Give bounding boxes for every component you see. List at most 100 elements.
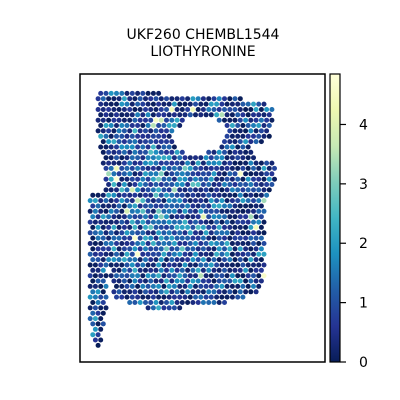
expression-spot [211,278,217,284]
expression-spot [153,192,159,198]
expression-spot [177,251,183,257]
expression-spot [150,283,156,289]
expression-spot [206,267,212,273]
expression-spot [129,155,135,161]
expression-spot [208,273,214,279]
expression-spot [132,107,138,112]
expression-spot [129,90,135,96]
expression-spot [182,230,188,236]
expression-spot [243,192,249,198]
expression-spot [229,241,235,246]
expression-spot [187,230,193,236]
expression-spot [248,171,254,177]
expression-spot [235,101,241,107]
expression-spot [174,117,180,123]
expression-spot [179,278,185,284]
expression-spot [108,187,114,193]
expression-spot [129,133,135,139]
expression-spot [98,219,104,225]
expression-spot [137,235,143,241]
expression-spot [150,187,156,193]
expression-spot [203,187,209,193]
expression-spot [121,203,127,209]
expression-spot [211,289,217,295]
expression-spot [116,139,122,145]
expression-spot [235,123,241,128]
expression-spot [164,267,169,273]
expression-spot [111,257,117,263]
expression-spot [229,251,235,257]
expression-spot [114,123,119,128]
expression-spot [100,310,106,316]
expression-spot [258,160,264,166]
expression-spot [116,171,122,177]
expression-spot [208,283,214,289]
expression-spot [208,241,214,246]
expression-spot [127,192,133,198]
expression-spot [195,107,201,112]
expression-spot [100,107,106,112]
expression-spot [98,198,104,204]
expression-spot [166,176,172,182]
expression-spot [251,198,256,204]
expression-spot [114,251,119,257]
expression-spot [232,203,238,209]
expression-spot [132,278,138,284]
expression-spot [248,289,254,295]
expression-spot [177,112,183,118]
expression-spot [98,241,104,246]
expression-spot [224,219,230,225]
expression-spot [216,203,222,209]
expression-spot [98,90,104,96]
expression-spot [145,187,151,193]
expression-spot [198,241,204,246]
expression-spot [214,283,220,289]
expression-spot [135,112,141,118]
expression-spot [132,300,138,305]
expression-spot [190,224,196,230]
expression-spot [245,101,251,107]
expression-spot [116,246,122,252]
expression-spot [150,208,156,214]
expression-spot [92,230,98,236]
expression-spot [156,144,162,150]
expression-spot [92,219,98,225]
expression-spot [124,198,130,204]
expression-spot [222,117,227,123]
expression-spot [216,278,222,284]
expression-spot [106,128,112,134]
expression-spot [227,257,233,263]
expression-spot [90,257,96,263]
spot-layer [87,90,277,348]
expression-spot [237,257,243,263]
expression-spot [253,192,259,198]
expression-spot [92,251,98,257]
expression-spot [174,182,180,187]
expression-spot [193,241,198,246]
expression-spot [232,235,238,241]
expression-spot [119,90,125,96]
expression-spot [129,144,135,150]
expression-spot [148,117,154,123]
expression-spot [237,289,243,295]
expression-spot [156,262,162,268]
expression-spot [179,267,185,273]
expression-spot [106,149,112,155]
expression-spot [200,235,206,241]
expression-spot [148,235,154,241]
expression-spot [171,208,177,214]
expression-spot [98,112,104,118]
expression-spot [261,133,267,139]
expression-spot [190,278,196,284]
expression-spot [174,224,180,230]
expression-spot [106,214,112,220]
expression-spot [232,289,238,295]
expression-spot [145,176,151,182]
expression-spot [185,289,191,295]
expression-spot [258,182,264,187]
expression-spot [229,133,235,139]
expression-spot [266,133,272,139]
expression-spot [206,300,212,305]
expression-spot [98,101,104,107]
expression-spot [193,198,198,204]
